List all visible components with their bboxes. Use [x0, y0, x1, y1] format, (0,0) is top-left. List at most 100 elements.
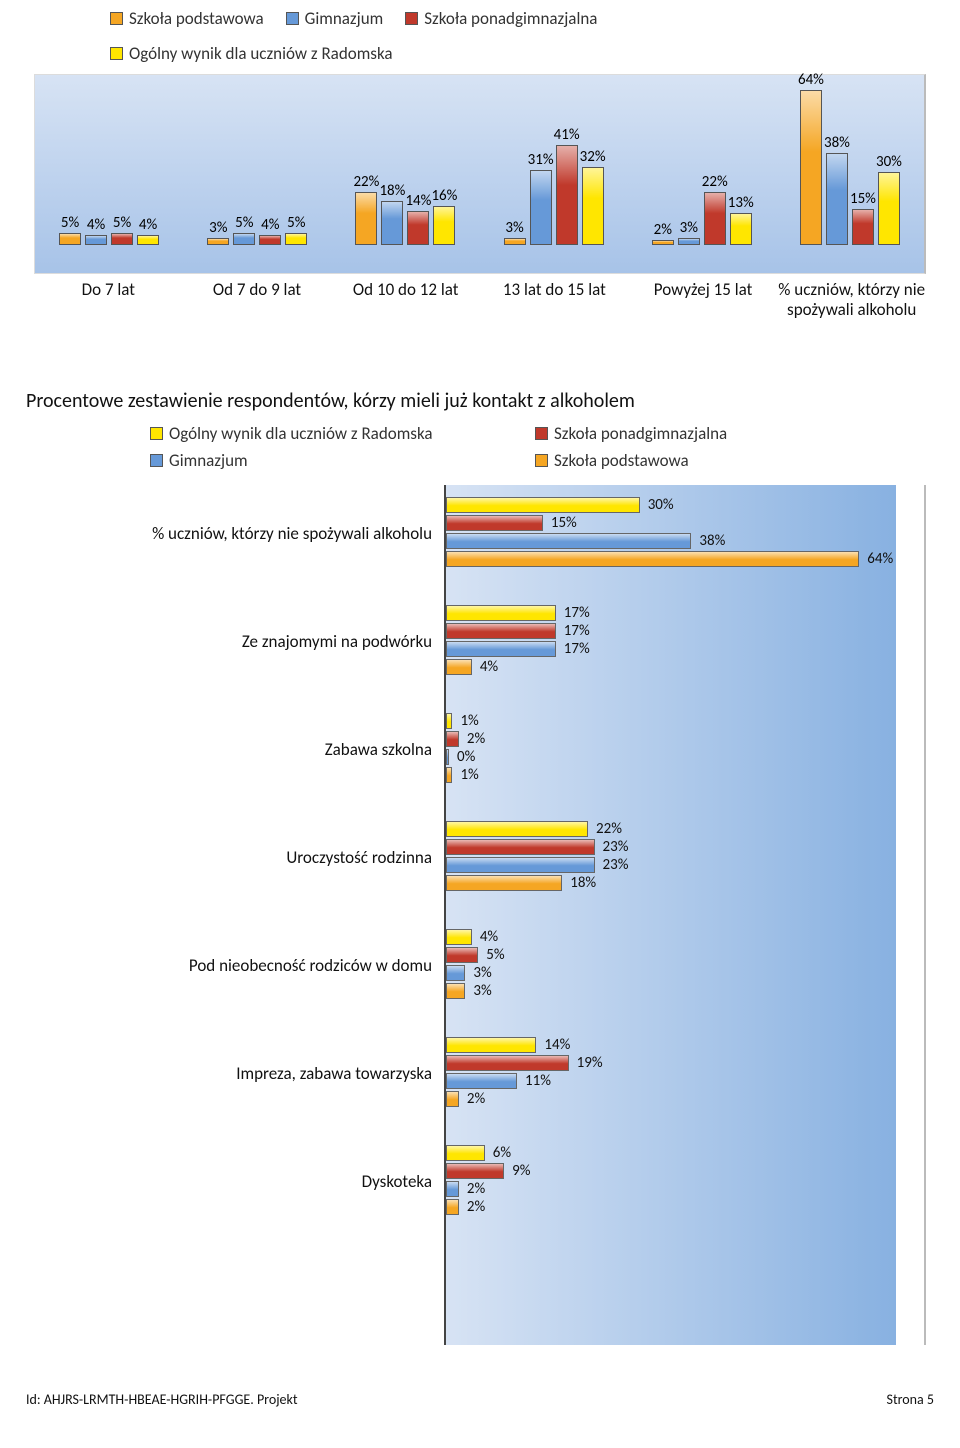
- chart1-bar-label: 5%: [113, 214, 131, 234]
- chart2-bar-label: 1%: [460, 766, 478, 784]
- chart2-row-label: Uroczystość rodzinna: [34, 847, 432, 868]
- chart2-bar: [446, 983, 465, 999]
- chart1-category-label: Powyżej 15 lat: [629, 274, 778, 319]
- chart2-bar: [446, 659, 472, 675]
- page-footer: Id: AHJRS-LRMTH-HBEAE-HGRIH-PFGGE. Proje…: [26, 1391, 934, 1408]
- chart2-bar: [446, 731, 459, 747]
- chart1-legend: Szkoła podstawowaGimnazjumSzkoła ponadgi…: [110, 8, 900, 64]
- chart1-bar: 22%: [355, 192, 377, 245]
- legend-label: Szkoła podstawowa: [129, 8, 264, 29]
- chart2-bar: [446, 1181, 459, 1197]
- chart2-bar: [446, 839, 595, 855]
- chart2-bar-label: 9%: [512, 1162, 530, 1180]
- chart2-bar: [446, 605, 556, 621]
- chart2-bar: [446, 515, 543, 531]
- chart2-bar: [446, 1055, 569, 1071]
- chart2-bar-label: 1%: [460, 712, 478, 730]
- chart2-row-label: Zabawa szkolna: [34, 739, 432, 760]
- chart1-bar-label: 14%: [405, 192, 431, 212]
- chart1-category-label: % uczniów, którzy nie spożywali alkoholu: [777, 274, 926, 319]
- chart2-bar: [446, 623, 556, 639]
- chart2-bar: [446, 1073, 517, 1089]
- legend-swatch: [110, 47, 123, 60]
- chart2-row-label: Pod nieobecność rodziców w domu: [34, 955, 432, 976]
- legend-swatch: [535, 454, 548, 467]
- chart1-bar: 2%: [652, 240, 674, 245]
- chart2-bar: [446, 821, 588, 837]
- footer-id: Id: AHJRS-LRMTH-HBEAE-HGRIH-PFGGE. Proje…: [26, 1391, 298, 1408]
- chart1-bar: 18%: [381, 201, 403, 245]
- chart1-bar: 30%: [878, 172, 900, 245]
- chart1-bar: 64%: [800, 90, 822, 245]
- legend-swatch: [405, 12, 418, 25]
- chart2-bar-label: 6%: [493, 1144, 511, 1162]
- chart2-row-label: Ze znajomymi na podwórku: [34, 631, 432, 652]
- chart1: 5%4%5%4%3%5%4%5%22%18%14%16%3%31%41%32%2…: [34, 74, 926, 274]
- chart2-bar: [446, 497, 640, 513]
- chart1-bar: 13%: [730, 213, 752, 245]
- chart2-bar-label: 3%: [473, 964, 491, 982]
- chart1-bar-label: 5%: [287, 214, 305, 234]
- chart2-bar: [446, 875, 562, 891]
- legend-item: Ogólny wynik dla uczniów z Radomska: [150, 423, 515, 444]
- chart2-row-label: % uczniów, którzy nie spożywali alkoholu: [34, 523, 432, 544]
- chart2-bar-label: 64%: [867, 550, 893, 568]
- chart1-bar-label: 3%: [680, 219, 698, 239]
- chart1-category-label: Od 10 do 12 lat: [331, 274, 480, 319]
- chart2-bar-label: 19%: [577, 1054, 603, 1072]
- chart1-bar: 31%: [530, 170, 552, 245]
- legend-label: Ogólny wynik dla uczniów z Radomska: [129, 43, 393, 64]
- chart1-categories: Do 7 latOd 7 do 9 latOd 10 do 12 lat13 l…: [34, 274, 926, 319]
- chart1-group: 22%18%14%16%: [331, 75, 479, 245]
- chart2-bar-label: 0%: [457, 748, 475, 766]
- chart1-bar: 5%: [285, 233, 307, 245]
- chart2-bar-label: 11%: [525, 1072, 551, 1090]
- chart2-bar: [446, 1163, 504, 1179]
- chart1-bar-label: 4%: [139, 216, 157, 236]
- chart1-bar-label: 30%: [876, 153, 902, 173]
- chart1-bar-label: 16%: [431, 187, 457, 207]
- chart2-bar-label: 23%: [603, 856, 629, 874]
- chart2-row-label: Dyskoteka: [34, 1171, 432, 1192]
- chart1-group: 3%31%41%32%: [480, 75, 628, 245]
- chart1-bar: 5%: [233, 233, 255, 245]
- chart1-bar-label: 18%: [379, 182, 405, 202]
- legend-label: Gimnazjum: [169, 450, 248, 471]
- chart2-bar-label: 38%: [699, 532, 725, 550]
- chart2-bar: [446, 857, 595, 873]
- chart1-bar-label: 41%: [554, 126, 580, 146]
- chart1-group: 64%38%15%30%: [776, 75, 924, 245]
- legend-label: Gimnazjum: [305, 8, 384, 29]
- chart2-bar-label: 17%: [564, 604, 590, 622]
- legend-item: Ogólny wynik dla uczniów z Radomska: [110, 43, 393, 64]
- chart2-bar-label: 23%: [603, 838, 629, 856]
- chart2-bar-label: 2%: [467, 1198, 485, 1216]
- legend-item: Gimnazjum: [150, 450, 515, 471]
- chart2-bar-label: 4%: [480, 658, 498, 676]
- chart2-bar: [446, 965, 465, 981]
- chart2-bar-label: 15%: [551, 514, 577, 532]
- chart2-bar-label: 2%: [467, 1180, 485, 1198]
- chart2-bar-label: 2%: [467, 730, 485, 748]
- chart1-bar-label: 3%: [209, 219, 227, 239]
- chart1-bar-label: 38%: [824, 134, 850, 154]
- legend-swatch: [535, 427, 548, 440]
- chart2-bar-label: 4%: [480, 928, 498, 946]
- chart2-bar: [446, 947, 478, 963]
- chart1-bar-label: 15%: [850, 190, 876, 210]
- chart2-plot: 30%15%38%64%17%17%17%4%1%2%0%1%22%23%23%…: [444, 485, 896, 1345]
- chart1-bar: 5%: [111, 233, 133, 245]
- chart1-bar: 5%: [59, 233, 81, 245]
- legend-item: Szkoła podstawowa: [110, 8, 264, 29]
- chart2-bar-label: 17%: [564, 640, 590, 658]
- chart2-legend: Ogólny wynik dla uczniów z RadomskaSzkoł…: [150, 423, 900, 471]
- chart2-bar-label: 2%: [467, 1090, 485, 1108]
- chart1-bar-label: 13%: [728, 194, 754, 214]
- chart1-bar: 38%: [826, 153, 848, 245]
- chart1-category-label: Od 7 do 9 lat: [183, 274, 332, 319]
- legend-label: Ogólny wynik dla uczniów z Radomska: [169, 423, 433, 444]
- chart1-bar: 16%: [433, 206, 455, 245]
- legend-item: Gimnazjum: [286, 8, 384, 29]
- chart1-bar-label: 4%: [87, 216, 105, 236]
- chart1-bar-label: 4%: [261, 216, 279, 236]
